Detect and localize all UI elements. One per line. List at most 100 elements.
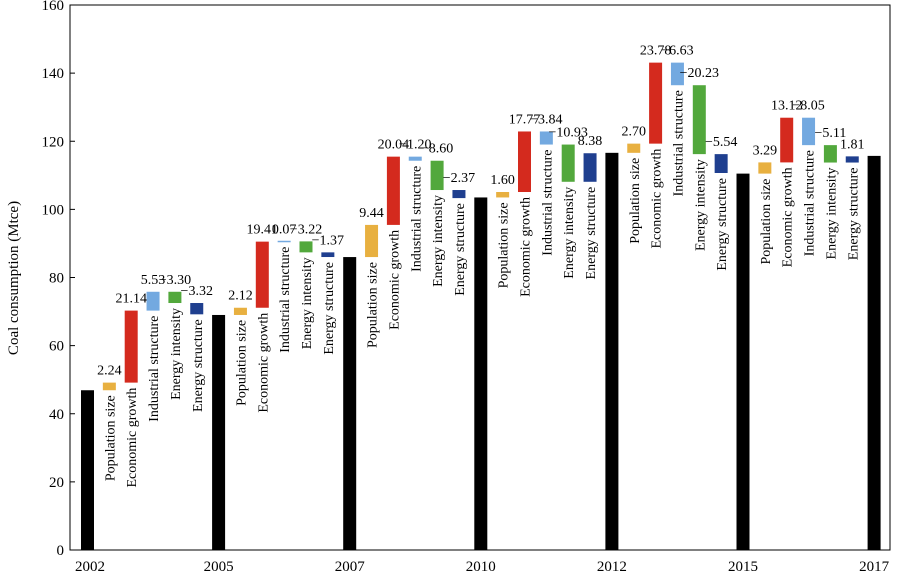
total-bar-2012: [605, 152, 619, 551]
factor-label: Energy structure: [846, 168, 861, 261]
factor-label: Energy structure: [191, 319, 206, 412]
y-tick-label: 160: [42, 0, 65, 14]
change-bar-industrial-structure: [408, 156, 422, 161]
factor-label: Economic growth: [387, 230, 402, 330]
change-bar-economic-growth: [780, 117, 794, 163]
value-label: 17.77: [509, 112, 541, 127]
factor-label: Industrial structure: [409, 166, 424, 272]
change-bar-energy-intensity: [561, 144, 575, 182]
value-label: −5.11: [814, 126, 846, 141]
change-bar-energy-intensity: [299, 241, 313, 253]
value-label: −1.20: [399, 138, 431, 153]
total-bar-2002: [81, 390, 94, 550]
y-tick-label: 20: [49, 475, 64, 491]
value-label: −3.32: [181, 284, 213, 299]
change-bar-industrial-structure: [670, 62, 684, 86]
factor-label: Energy structure: [715, 178, 730, 271]
factor-label: Population size: [628, 158, 643, 244]
total-bar-2007: [343, 257, 357, 550]
value-label: −3.84: [530, 112, 562, 127]
change-bar-population-size: [627, 143, 641, 153]
change-bar-energy-structure: [845, 156, 859, 163]
value-label: −20.23: [680, 66, 719, 81]
value-label: 5.53: [141, 273, 166, 288]
change-bar-energy-intensity: [430, 160, 444, 191]
change-bar-industrial-structure: [539, 131, 553, 145]
factor-label: Population size: [234, 320, 249, 406]
value-label: 3.29: [753, 143, 778, 158]
factor-label: Energy structure: [453, 203, 468, 296]
y-tick-label: 80: [49, 271, 64, 287]
change-bar-industrial-structure: [802, 117, 816, 146]
x-tick-label: 2005: [204, 559, 234, 575]
change-bar-energy-structure: [714, 154, 728, 173]
value-label: 2.12: [228, 289, 253, 304]
value-label: −3.30: [159, 273, 191, 288]
factor-label: Economic growth: [650, 149, 665, 249]
change-bar-economic-growth: [255, 241, 269, 308]
value-label: 9.44: [359, 206, 384, 221]
change-bar-energy-structure: [583, 153, 597, 182]
value-label: 0.07: [272, 222, 297, 237]
factor-label: Energy structure: [322, 262, 337, 355]
x-tick-label: 2017: [859, 559, 890, 575]
total-bar-2015: [736, 173, 750, 550]
factor-label: Economic growth: [781, 167, 796, 267]
factor-label: Economic growth: [125, 388, 140, 488]
y-tick-label: 0: [57, 543, 65, 559]
x-tick-label: 2012: [597, 559, 627, 575]
x-tick-label: 2015: [728, 559, 758, 575]
factor-label: Industrial structure: [803, 150, 818, 256]
change-bar-population-size: [758, 162, 772, 174]
value-label: 8.38: [578, 134, 603, 149]
value-label: 20.04: [378, 138, 410, 153]
value-label: 23.78: [640, 44, 672, 59]
factor-label: Economic growth: [519, 197, 534, 297]
factor-label: Energy structure: [584, 187, 599, 280]
value-label: 2.70: [622, 125, 647, 140]
x-axis: 2002 2005 2007 2010 2012 2015 2017: [75, 545, 890, 575]
factor-label: Industrial structure: [671, 90, 686, 196]
factor-label: Energy intensity: [169, 308, 184, 400]
change-bar-economic-growth: [649, 62, 663, 144]
factor-label: Population size: [103, 395, 118, 481]
factor-label: Industrial structure: [540, 150, 555, 256]
bars: [81, 62, 881, 551]
x-tick-label: 2010: [466, 559, 496, 575]
value-label: 2.24: [97, 364, 122, 379]
change-bar-energy-structure: [321, 252, 335, 258]
value-label: −8.05: [792, 99, 824, 114]
change-bar-industrial-structure: [146, 291, 160, 311]
value-label: −10.93: [548, 126, 587, 141]
change-bar-population-size: [233, 307, 247, 315]
change-bar-energy-structure: [452, 190, 466, 199]
change-bar-energy-intensity: [168, 291, 182, 304]
factor-label: Energy intensity: [824, 168, 839, 260]
x-tick-label: 2002: [75, 559, 105, 575]
y-tick-label: 100: [42, 202, 65, 218]
value-labels: 2.24 Population size 21.14 Economic growth 5…: [97, 44, 864, 488]
y-axis: 0 20 40 60 80 100 120 140 160: [42, 0, 75, 559]
y-axis-title: Coal consumption (Mtce): [6, 201, 22, 355]
change-bar-population-size: [102, 382, 116, 391]
change-bar-economic-growth: [386, 156, 400, 225]
y-tick-label: 120: [42, 134, 65, 150]
factor-label: Energy intensity: [693, 159, 708, 251]
change-bar-economic-growth: [124, 310, 138, 383]
x-tick-label: 2007: [335, 559, 366, 575]
change-bar-population-size: [496, 192, 510, 198]
factor-label: Industrial structure: [147, 316, 162, 422]
total-bar-2010: [474, 197, 488, 550]
y-tick-label: 60: [49, 339, 64, 355]
change-bar-industrial-structure: [277, 240, 291, 243]
factor-label: Industrial structure: [278, 247, 293, 353]
value-label: 1.81: [840, 137, 865, 152]
factor-label: Energy intensity: [431, 195, 446, 287]
change-bar-population-size: [365, 224, 379, 258]
value-label: −1.37: [312, 233, 344, 248]
value-label: 19.41: [247, 223, 279, 238]
y-tick-label: 40: [49, 407, 64, 423]
value-label: 13.12: [771, 99, 803, 114]
total-bar-2005: [212, 314, 226, 550]
